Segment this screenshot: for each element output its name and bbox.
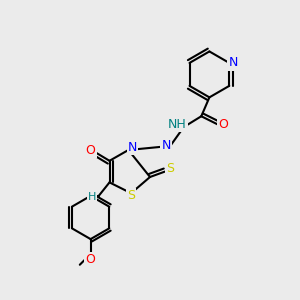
Text: N: N bbox=[128, 141, 137, 154]
Text: O: O bbox=[86, 253, 95, 266]
Text: S: S bbox=[166, 162, 174, 176]
Text: O: O bbox=[218, 118, 228, 131]
Text: H: H bbox=[88, 192, 96, 202]
Text: N: N bbox=[229, 56, 238, 69]
Text: NH: NH bbox=[168, 118, 186, 131]
Text: O: O bbox=[86, 143, 95, 157]
Text: S: S bbox=[127, 189, 135, 203]
Text: N: N bbox=[161, 140, 171, 152]
